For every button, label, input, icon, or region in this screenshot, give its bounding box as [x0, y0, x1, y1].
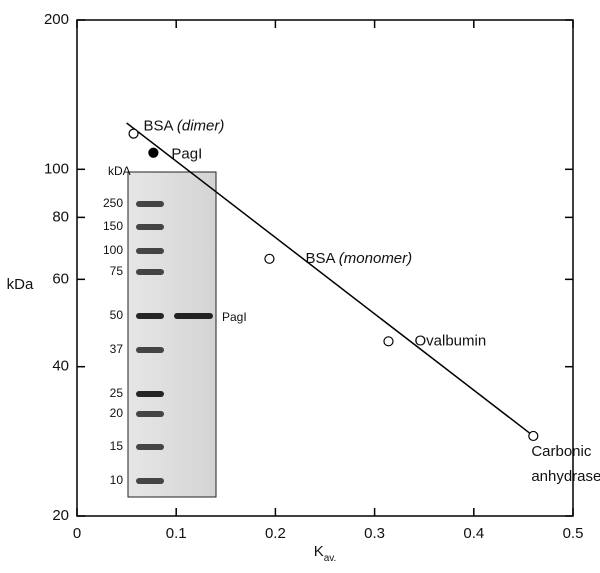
ladder-label: 100	[103, 243, 123, 257]
ladder-band	[136, 411, 164, 417]
x-tick-label: 0.1	[166, 525, 187, 542]
ladder-band	[136, 313, 164, 319]
sample-band	[174, 313, 213, 319]
y-tick-label: 200	[44, 11, 69, 28]
ladder-label: 10	[110, 473, 124, 487]
ladder-band	[136, 248, 164, 254]
point-label: PagI	[171, 146, 202, 163]
point-label-note: (dimer)	[177, 118, 225, 135]
x-tick-label: 0.4	[463, 525, 484, 542]
ladder-label: 75	[110, 264, 124, 278]
ladder-label: 150	[103, 219, 123, 233]
point-label-text: Carbonic	[531, 443, 592, 460]
ladder-label: 250	[103, 196, 123, 210]
point-label: BSA (dimer)	[144, 118, 225, 135]
point-label-text: Ovalbumin	[414, 332, 486, 349]
point-label-text: BSA	[144, 118, 174, 135]
ladder-band	[136, 347, 164, 353]
x-tick-label: 0	[73, 525, 81, 542]
y-tick-label: 20	[52, 507, 69, 524]
inset-title: kDA	[108, 164, 131, 178]
ladder-band	[136, 478, 164, 484]
x-tick-label: 0.3	[364, 525, 385, 542]
ladder-band	[136, 269, 164, 275]
point-label: BSA (monomer)	[305, 250, 412, 267]
fit-line	[126, 122, 534, 437]
ladder-band	[136, 391, 164, 397]
lane-label: PagI	[222, 310, 247, 324]
data-point	[383, 336, 394, 347]
ladder-label: 25	[110, 386, 124, 400]
x-axis-label-main: K	[314, 543, 324, 560]
x-tick-label: 0.5	[563, 525, 584, 542]
x-tick-label: 0.2	[265, 525, 286, 542]
data-point	[264, 253, 275, 264]
ladder-band	[136, 201, 164, 207]
ladder-label: 50	[110, 308, 124, 322]
data-point	[528, 430, 539, 442]
x-axis-label-sub: av.	[324, 553, 337, 564]
ladder-band	[136, 224, 164, 230]
y-axis-label: kDa	[7, 276, 34, 293]
y-tick-label: 60	[52, 270, 69, 287]
y-tick-label: 80	[52, 208, 69, 225]
y-tick-label: 100	[44, 160, 69, 177]
ladder-label: 20	[110, 406, 124, 420]
point-label-note: (monomer)	[339, 250, 412, 267]
data-point	[148, 147, 159, 158]
ladder-label: 37	[110, 342, 124, 356]
data-point	[128, 128, 139, 139]
point-label: Ovalbumin	[414, 332, 486, 349]
ladder-label: 15	[110, 439, 124, 453]
x-axis-label: Kav.	[314, 543, 337, 564]
point-label: Carbonic	[531, 443, 592, 460]
y-tick-label: 40	[52, 358, 69, 375]
point-label-text: PagI	[171, 146, 202, 163]
point-label-text: BSA	[305, 250, 335, 267]
ladder-band	[136, 444, 164, 450]
plot-frame	[76, 19, 574, 517]
point-label-line2: anhydrase	[531, 468, 600, 485]
